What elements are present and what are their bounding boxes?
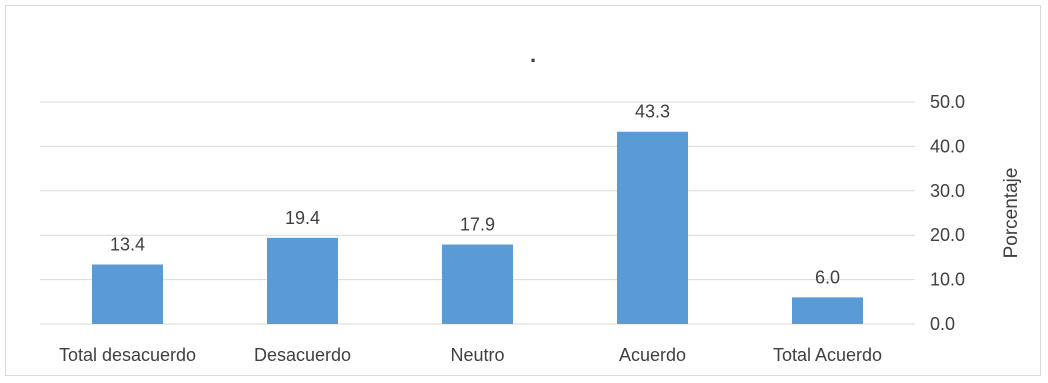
y-tick-label: 50.0 bbox=[930, 92, 965, 112]
bar bbox=[617, 131, 688, 324]
y-tick-label: 40.0 bbox=[930, 136, 965, 156]
data-label: 6.0 bbox=[815, 267, 840, 287]
y-tick-label: 20.0 bbox=[930, 225, 965, 245]
data-label: 19.4 bbox=[285, 208, 320, 228]
x-tick-label: Desacuerdo bbox=[254, 345, 351, 365]
x-tick-label: Neutro bbox=[450, 345, 504, 365]
gridlines bbox=[40, 101, 915, 325]
x-tick-label: Acuerdo bbox=[619, 345, 686, 365]
x-axis-labels: Total desacuerdo Desacuerdo Neutro Acuerdo T… bbox=[59, 345, 882, 365]
bar bbox=[92, 264, 163, 324]
data-labels: 13.4 19.4 17.9 43.3 6.0 bbox=[110, 102, 840, 288]
y-tick-label: 10.0 bbox=[930, 270, 965, 290]
data-label: 17.9 bbox=[460, 215, 495, 235]
y-tick-label: 30.0 bbox=[930, 181, 965, 201]
y-axis-title: Porcentaje bbox=[1001, 168, 1022, 259]
data-label: 43.3 bbox=[635, 102, 670, 122]
x-tick-label: Total Acuerdo bbox=[773, 345, 882, 365]
y-axis-ticks: 0.0 10.0 20.0 30.0 40.0 50.0 bbox=[930, 92, 965, 334]
chart-title: . bbox=[530, 42, 536, 67]
bar bbox=[792, 297, 863, 324]
y-tick-label: 0.0 bbox=[930, 314, 955, 334]
bar bbox=[442, 244, 513, 324]
data-label: 13.4 bbox=[110, 235, 145, 255]
x-tick-label: Total desacuerdo bbox=[59, 345, 196, 365]
bars bbox=[92, 131, 863, 324]
bar bbox=[267, 237, 338, 324]
